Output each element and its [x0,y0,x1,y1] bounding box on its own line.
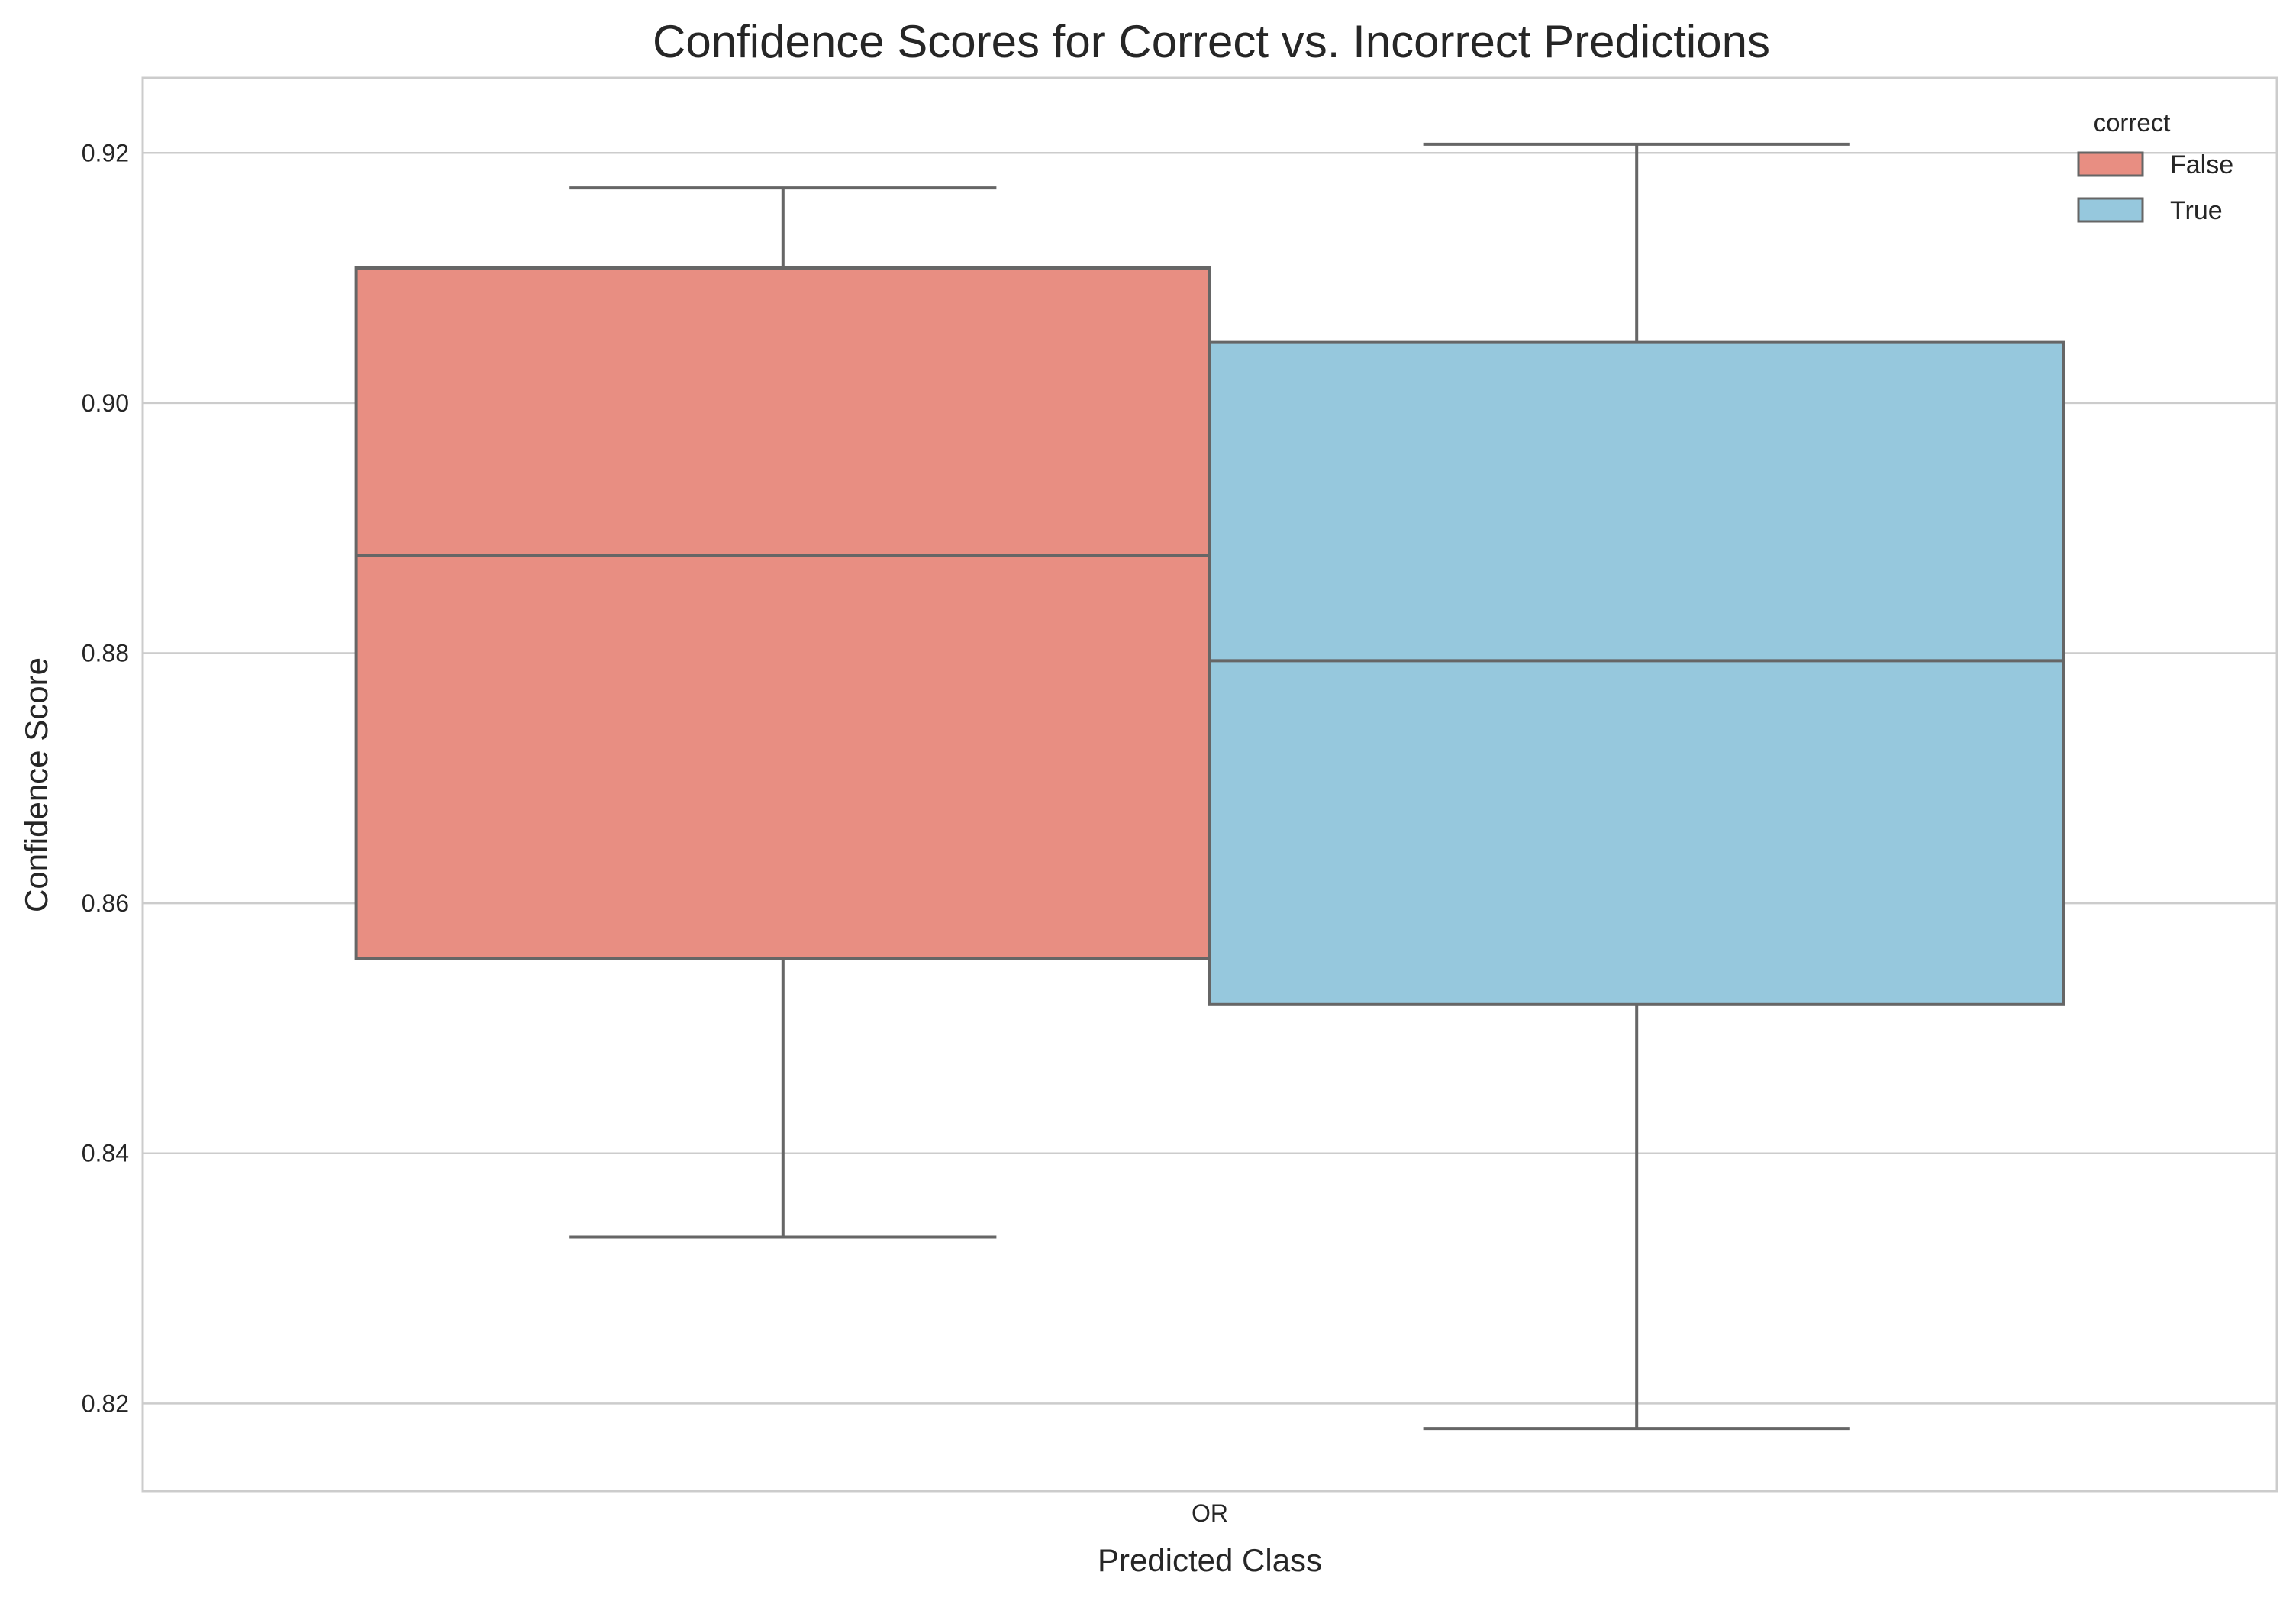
legend-swatch [2077,151,2144,177]
y-tick-label: 0.92 [82,139,129,166]
legend-label: False [2170,150,2233,179]
x-tick-label: OR [1192,1499,1228,1527]
legend-title: correct [2094,108,2171,137]
chart-title: Confidence Scores for Correct vs. Incorr… [653,16,1770,67]
iqr-box [354,266,1212,960]
boxes [354,142,2065,1431]
y-tick-label: 0.90 [82,389,129,417]
legend-item-true: True [2077,196,2223,225]
y-tick-label: 0.88 [82,640,129,667]
box-true [1208,142,2065,1431]
x-tick-labels: OR [1192,1499,1228,1527]
y-axis-label: Confidence Score [18,657,54,912]
y-tick-label: 0.82 [82,1390,129,1417]
y-tick-label: 0.86 [82,889,129,917]
iqr-box [1208,340,2065,1006]
y-tick-label: 0.84 [82,1140,129,1167]
x-axis-label: Predicted Class [1098,1542,1322,1578]
plot-frame [141,76,2278,1493]
legend-label: True [2170,196,2223,225]
legend-swatch [2077,197,2144,223]
legend: correct False True [2077,108,2233,225]
legend-item-false: False [2077,150,2233,179]
box-false [354,186,1212,1239]
y-tick-labels: 0.82 0.84 0.86 0.88 0.90 0.92 [82,139,129,1417]
legend-items: False True [2077,150,2233,225]
